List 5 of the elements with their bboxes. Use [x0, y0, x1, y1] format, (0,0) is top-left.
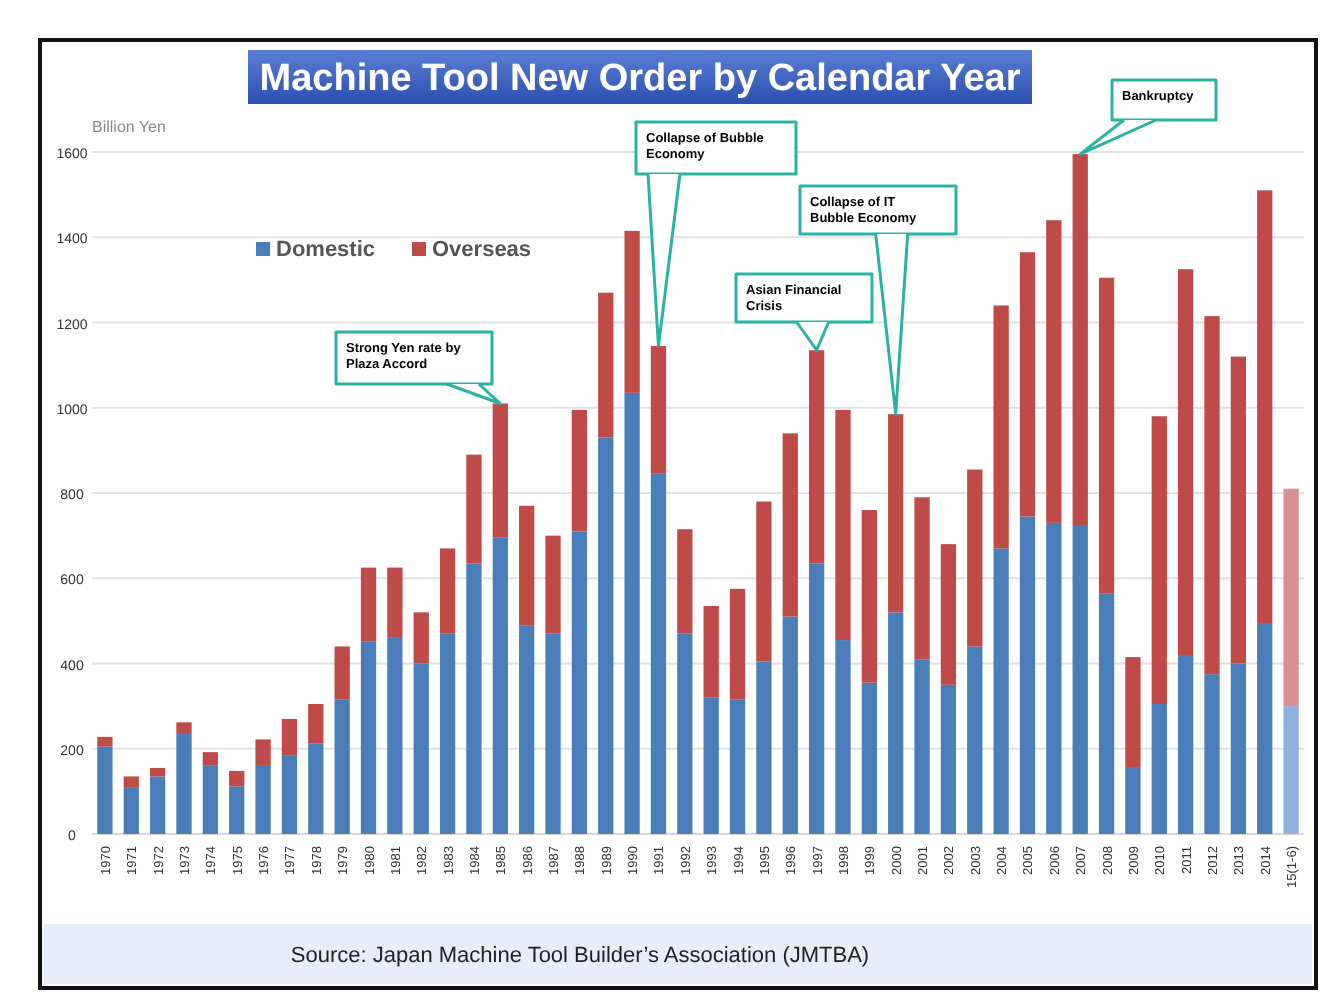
y-axis-title: Billion Yen [92, 118, 166, 136]
legend-label: Overseas [432, 238, 532, 262]
source-note: Source: Japan Machine Tool Builder’s Association (JMTBA) [290, 944, 870, 968]
legend-label: Domestic [276, 238, 376, 262]
chart-title: Machine Tool New Order by Calendar Year [259, 58, 1022, 100]
